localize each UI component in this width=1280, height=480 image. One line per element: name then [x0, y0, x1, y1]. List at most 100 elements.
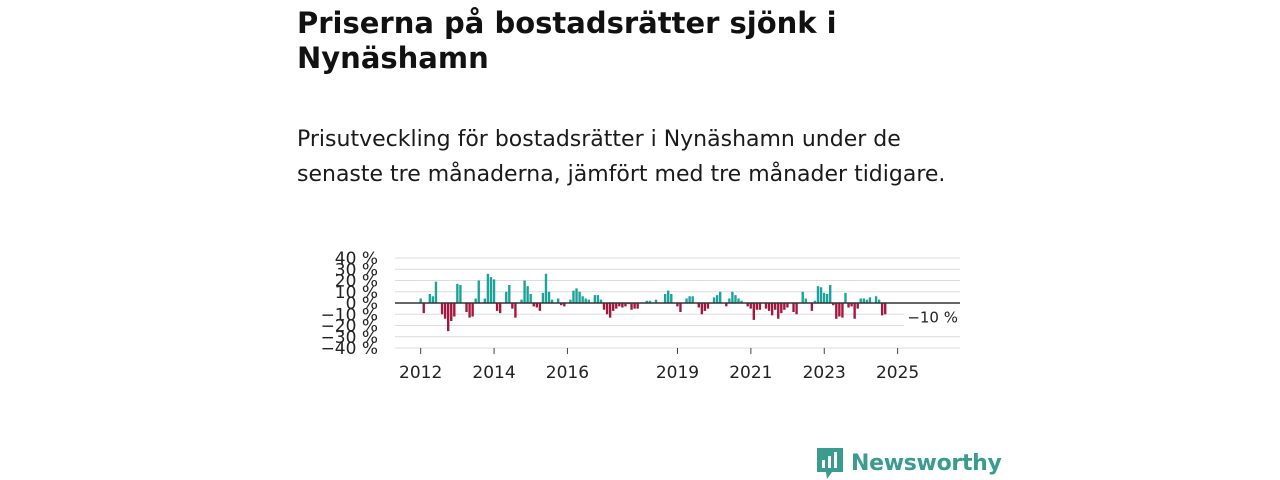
bar: [792, 303, 795, 312]
bar: [667, 290, 670, 304]
bar: [584, 298, 587, 303]
bar: [746, 303, 749, 307]
x-tick-label: 2016: [546, 363, 589, 383]
last-value-annotation: −10 %: [904, 307, 960, 329]
bar: [648, 300, 652, 303]
bar: [703, 303, 707, 311]
bar: [825, 294, 829, 303]
bar: [884, 303, 887, 315]
bar: [612, 303, 615, 311]
bar: [483, 298, 487, 303]
bar: [624, 303, 627, 307]
bar: [495, 303, 499, 311]
y-tick-label: 20 %: [335, 272, 378, 292]
x-tick-label: 2014: [472, 363, 515, 383]
bar: [685, 298, 688, 303]
bar: [557, 298, 560, 303]
x-tick-label: 2023: [803, 363, 846, 383]
bar: [737, 298, 740, 303]
bar: [599, 299, 603, 304]
bar: [838, 303, 841, 317]
bar: [508, 285, 511, 303]
bar: [453, 303, 456, 317]
bar: [633, 303, 636, 309]
bar: [816, 286, 820, 304]
bar: [688, 296, 691, 303]
bar: [822, 292, 826, 304]
bar: [725, 303, 728, 307]
bar: [755, 303, 759, 310]
bar: [468, 303, 471, 318]
bar: [538, 303, 542, 311]
bar: [575, 288, 578, 304]
bar: [715, 295, 719, 304]
bar: [492, 279, 496, 304]
bar: [780, 303, 783, 314]
bar: [447, 303, 450, 332]
bar: [829, 285, 832, 303]
bar: [422, 303, 425, 314]
bar: [523, 280, 526, 303]
newsworthy-logo-icon: [817, 448, 843, 479]
bar: [560, 303, 563, 306]
bar: [440, 303, 444, 315]
bar: [764, 303, 768, 309]
bar: [636, 303, 639, 309]
bar: [847, 303, 850, 308]
bar: [587, 299, 590, 304]
bar: [474, 298, 477, 303]
y-axis-labels: 40 %30 %20 %10 %0 %−10 %−20 %−30 %−40 %: [321, 249, 378, 359]
bar: [749, 303, 752, 309]
bar: [471, 303, 474, 317]
bar: [770, 303, 774, 316]
bar: [431, 296, 435, 303]
bar: [520, 299, 523, 304]
bar: [593, 295, 597, 304]
bar: [532, 303, 535, 307]
bar: [731, 291, 734, 303]
bar: [774, 303, 777, 310]
bar: [810, 303, 814, 311]
annotation-label: −10 %: [907, 308, 958, 326]
bar: [819, 287, 823, 303]
bar: [434, 281, 438, 304]
bar: [841, 303, 844, 318]
bar: [544, 273, 548, 303]
bar: [752, 303, 755, 320]
bar: [526, 286, 529, 304]
bar: [605, 303, 609, 315]
y-tick-label: 40 %: [335, 249, 378, 269]
bar: [505, 291, 508, 303]
bar: [529, 294, 532, 303]
bar: [795, 303, 798, 315]
bar: [728, 298, 731, 303]
bar: [569, 299, 572, 304]
x-tick-label: 2019: [656, 363, 699, 383]
bar: [630, 303, 633, 310]
bar: [419, 298, 422, 303]
bar: [535, 303, 538, 308]
bar: [850, 303, 853, 307]
x-tick-label: 2021: [729, 363, 772, 383]
y-tick-label: −10 %: [321, 305, 378, 325]
x-axis: 2012 2014 2016 2019 2021 2023 2025: [399, 348, 919, 383]
bar: [581, 296, 584, 303]
bar: [511, 303, 514, 309]
chart-bars: [419, 273, 887, 332]
x-tick-label: 2025: [876, 363, 919, 383]
bar: [654, 299, 658, 304]
newsworthy-logo[interactable]: Newsworthy: [815, 446, 1002, 480]
bar: [596, 295, 600, 304]
y-tick-label: −40 %: [321, 339, 378, 359]
bar: [465, 303, 468, 312]
y-tick-label: 10 %: [335, 283, 378, 303]
bar: [865, 299, 869, 304]
bar: [777, 303, 780, 319]
bar: [853, 303, 856, 319]
bar: [498, 303, 502, 314]
bar: [758, 303, 762, 310]
bar: [877, 299, 881, 304]
bar: [697, 303, 700, 308]
bar: [880, 303, 884, 316]
bar: [832, 303, 835, 306]
